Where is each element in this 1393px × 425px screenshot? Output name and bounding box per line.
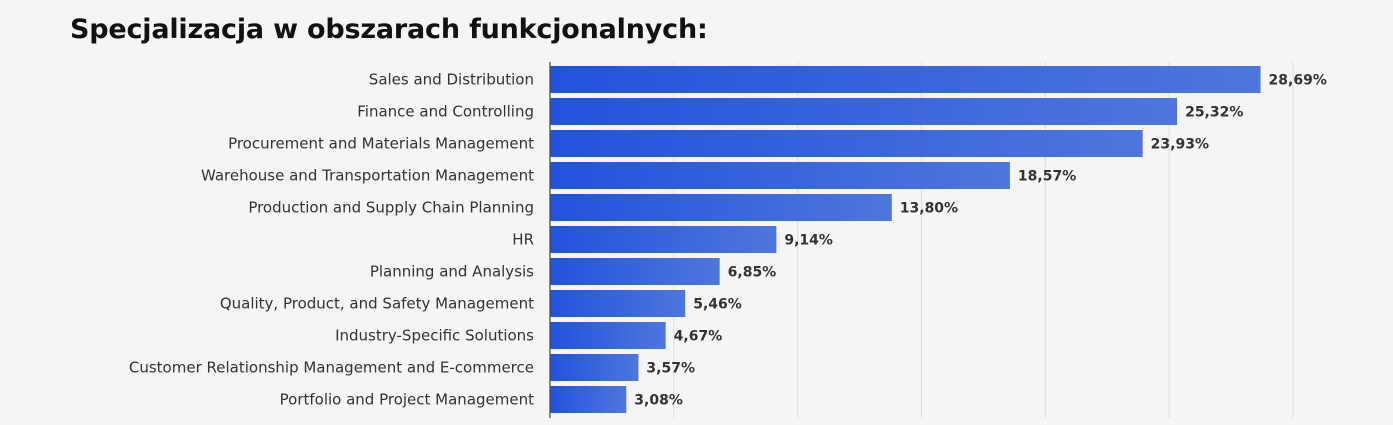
value-label: 28,69% <box>1269 73 1327 89</box>
category-label: Procurement and Materials Management <box>228 135 534 153</box>
bar <box>550 194 892 221</box>
value-label: 4,67% <box>674 329 723 345</box>
category-label: Industry-Specific Solutions <box>335 327 534 345</box>
category-label: Finance and Controlling <box>357 103 534 121</box>
bar <box>550 162 1010 189</box>
bar <box>550 66 1261 93</box>
bar <box>550 354 639 381</box>
category-label: Sales and Distribution <box>369 71 534 89</box>
bar <box>550 322 666 349</box>
value-labels: 28,69% 25,32% 23,93% 18,57% 13,80% 9,14% 6,85%… <box>634 73 1327 409</box>
value-label: 3,57% <box>646 361 695 377</box>
bar <box>550 130 1143 157</box>
value-label: 3,08% <box>634 393 683 409</box>
category-label: Planning and Analysis <box>370 263 534 281</box>
value-label: 9,14% <box>784 233 833 249</box>
value-label: 23,93% <box>1151 137 1209 153</box>
category-label: Production and Supply Chain Planning <box>248 199 534 217</box>
bar <box>550 98 1178 125</box>
category-label: Quality, Product, and Safety Management <box>220 295 534 313</box>
category-label: Warehouse and Transportation Management <box>201 167 534 185</box>
category-label: Portfolio and Project Management <box>280 391 534 409</box>
bar <box>550 226 777 253</box>
value-label: 6,85% <box>728 265 777 281</box>
category-label: Customer Relationship Management and E-c… <box>129 359 534 377</box>
category-label: HR <box>512 231 534 249</box>
chart-title: Specjalizacja w obszarach funkcjonalnych… <box>70 14 708 45</box>
bars <box>550 66 1261 413</box>
bar <box>550 258 720 285</box>
bar <box>550 290 686 317</box>
value-label: 13,80% <box>900 201 958 217</box>
bar <box>550 386 627 413</box>
value-label: 25,32% <box>1185 105 1243 121</box>
value-label: 5,46% <box>693 297 742 313</box>
value-label: 18,57% <box>1018 169 1076 185</box>
category-labels: Sales and Distribution Finance and Contro… <box>129 71 534 409</box>
